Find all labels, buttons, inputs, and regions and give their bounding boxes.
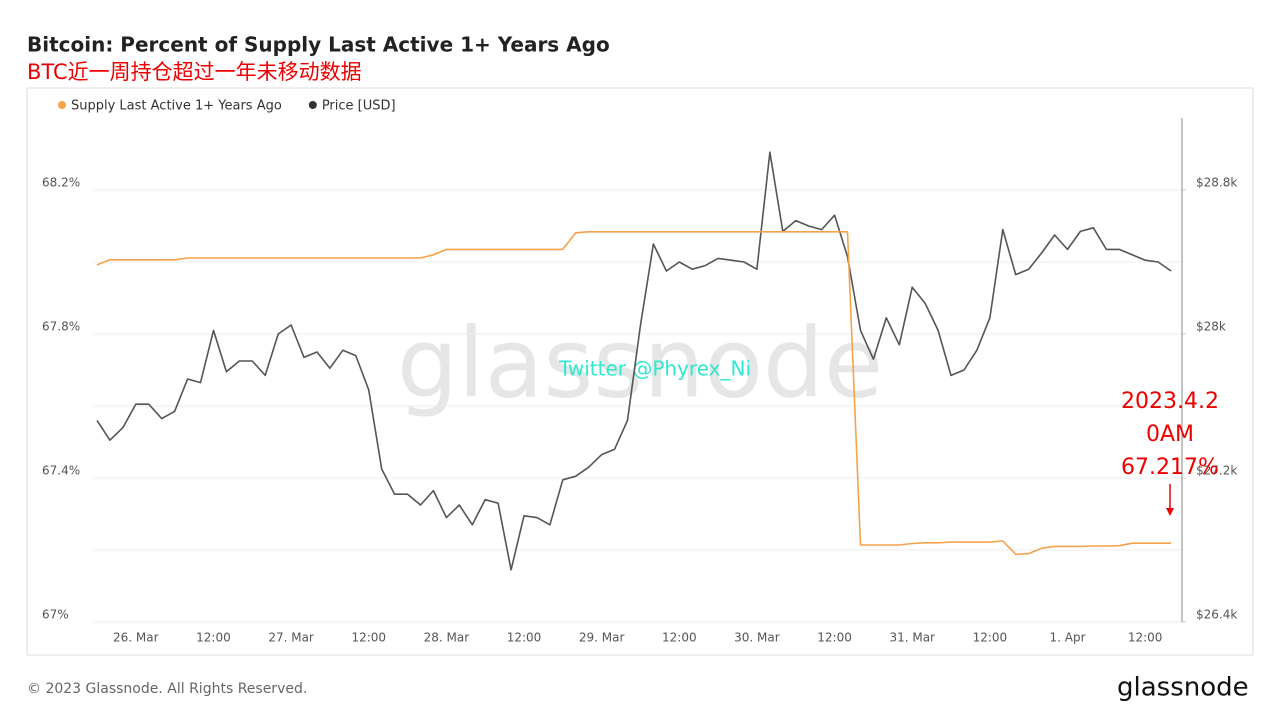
x-tick-label: 26. Mar: [113, 631, 159, 645]
x-tick-label: 30. Mar: [734, 631, 780, 645]
x-tick-label: 12:00: [662, 631, 697, 645]
x-tick-label: 1. Apr: [1049, 631, 1085, 645]
x-tick-label: 31. Mar: [889, 631, 935, 645]
x-tick-label: 12:00: [817, 631, 852, 645]
x-tick-label: 12:00: [507, 631, 542, 645]
x-tick-label: 29. Mar: [579, 631, 625, 645]
chart-frame: [26, 87, 1254, 656]
x-tick-label: 12:00: [1128, 631, 1163, 645]
y2-tick-label: $28.8k: [1196, 176, 1237, 190]
chart-subtitle: BTC近一周持仓超过一年未移动数据: [27, 60, 362, 84]
annotation: 67.217%: [1121, 455, 1219, 480]
y2-tick-label: $28k: [1196, 320, 1226, 334]
series-line: [96, 231, 1171, 556]
series-line: [96, 151, 1172, 571]
x-tick-label: 12:00: [351, 631, 386, 645]
chart-title: Bitcoin: Percent of Supply Last Active 1…: [27, 33, 610, 57]
x-tick-label: 28. Mar: [424, 631, 470, 645]
y2-tick-label: $26.4k: [1196, 608, 1237, 622]
legend-label: Supply Last Active 1+ Years Ago: [71, 99, 282, 114]
x-tick-label: 12:00: [196, 631, 231, 645]
annotation: 2023.4.2: [1121, 389, 1219, 414]
y2-tick-label: $27.2k: [1196, 464, 1237, 478]
x-tick-label: 27. Mar: [268, 631, 314, 645]
y-tick-label: 67.8%: [42, 320, 80, 334]
legend-label: Price [USD]: [322, 99, 396, 114]
y-tick-label: 67.4%: [42, 464, 80, 478]
annotation: 0AM: [1146, 422, 1194, 447]
annotation-arrowhead: [1166, 508, 1174, 516]
credit: Twitter @Phyrex_Ni: [558, 357, 751, 381]
x-tick-label: 12:00: [973, 631, 1008, 645]
legend-marker: [58, 101, 66, 109]
y-tick-label: 68.2%: [42, 176, 80, 190]
copyright: © 2023 Glassnode. All Rights Reserved.: [27, 681, 307, 697]
legend-marker: [308, 101, 317, 109]
logo: glassnode: [1117, 673, 1249, 703]
legend: Supply Last Active 1+ Years Ago Price [US…: [58, 99, 396, 114]
y-tick-label: 67%: [42, 608, 69, 622]
